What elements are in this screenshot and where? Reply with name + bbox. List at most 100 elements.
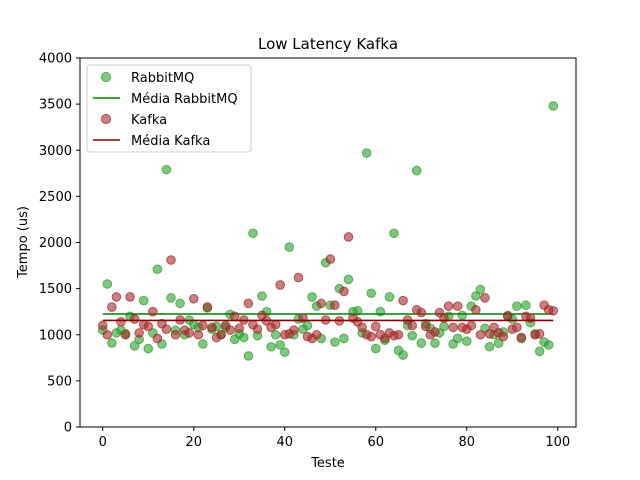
data-point — [430, 338, 440, 348]
data-point — [393, 329, 404, 340]
data-point — [284, 242, 295, 252]
data-point — [307, 292, 317, 302]
legend-entry-2: Kafka — [100, 113, 167, 128]
data-point — [407, 320, 417, 331]
data-point — [521, 300, 531, 311]
data-point — [534, 329, 545, 339]
data-point — [152, 333, 163, 344]
data-point — [166, 255, 176, 265]
data-point — [198, 320, 208, 331]
legend-marker — [100, 113, 112, 125]
data-point — [243, 298, 254, 309]
data-point — [257, 291, 267, 301]
data-point — [357, 322, 367, 333]
legend-label: RabbitMQ — [131, 71, 194, 86]
data-point — [339, 286, 349, 297]
data-point — [475, 284, 486, 295]
data-point — [148, 306, 158, 317]
axes-layer: 0 20 40 60 80 1000500100015002000250030003500… — [39, 52, 577, 450]
y-tick-label: 1500 — [39, 282, 72, 297]
data-point — [480, 293, 490, 303]
data-point — [330, 300, 340, 311]
data-point — [448, 322, 458, 333]
data-point — [411, 165, 422, 176]
y-tick-label: 3500 — [39, 98, 72, 113]
data-point — [234, 323, 245, 334]
data-point — [452, 333, 463, 344]
data-point — [316, 298, 326, 309]
data-point — [266, 341, 276, 352]
data-point — [416, 307, 427, 318]
data-point — [389, 228, 399, 239]
data-point — [493, 338, 504, 348]
legend-entry-1: Média RabbitMQ — [93, 92, 238, 107]
legend-entry-0: RabbitMQ — [100, 71, 194, 86]
data-point — [152, 264, 163, 275]
data-point — [471, 305, 481, 315]
data-point — [471, 291, 481, 301]
legend-label: Kafka — [131, 113, 167, 128]
legend-label: Média RabbitMQ — [131, 92, 238, 107]
x-axis-title: Teste — [310, 456, 345, 471]
data-point — [207, 322, 217, 333]
x-tick-label: 80 — [459, 435, 476, 450]
data-point — [452, 301, 463, 311]
data-point — [270, 319, 281, 330]
data-point — [466, 320, 477, 331]
data-point — [366, 288, 377, 299]
data-point — [170, 329, 181, 340]
data-point — [279, 347, 290, 358]
data-point — [107, 338, 117, 348]
data-point — [184, 328, 195, 338]
data-point — [498, 331, 508, 342]
data-point — [330, 337, 340, 347]
data-point — [502, 311, 513, 322]
legend-box — [86, 64, 252, 153]
data-point — [129, 314, 140, 324]
data-point — [293, 272, 304, 283]
legend-label: Média Kafka — [131, 134, 210, 149]
legend-entry-3: Média Kafka — [93, 134, 210, 149]
x-tick-label: 0 — [99, 435, 107, 450]
x-tick-label: 100 — [545, 435, 570, 450]
data-point — [248, 228, 258, 239]
data-point — [138, 295, 149, 306]
data-point — [384, 292, 395, 302]
data-point — [439, 321, 449, 332]
data-point — [275, 280, 286, 290]
data-point — [229, 311, 240, 322]
data-point — [366, 331, 377, 342]
data-point — [534, 346, 545, 357]
x-tick-label: 20 — [185, 435, 202, 450]
data-point — [143, 343, 154, 354]
y-tick-label: 1000 — [39, 328, 72, 343]
data-point — [370, 321, 381, 332]
data-point — [225, 325, 235, 335]
data-point — [516, 332, 527, 343]
legend-marker — [100, 71, 112, 83]
data-point — [175, 298, 185, 309]
data-point — [134, 328, 144, 338]
data-point — [343, 274, 354, 285]
x-tick-label: 40 — [276, 435, 293, 450]
series-layer — [97, 101, 559, 361]
data-point — [421, 321, 431, 332]
data-point — [239, 332, 249, 343]
data-point — [370, 343, 381, 354]
data-point — [548, 305, 559, 316]
data-point — [198, 339, 208, 349]
data-point — [125, 292, 135, 302]
y-axis-title: Tempo (us) — [16, 206, 31, 279]
y-tick-label: 4000 — [39, 52, 72, 67]
data-point — [430, 327, 440, 337]
data-point — [252, 324, 263, 335]
data-point — [161, 324, 172, 335]
data-point — [325, 254, 336, 264]
data-point — [116, 317, 126, 327]
y-tick-label: 0 — [64, 421, 72, 436]
data-point — [484, 329, 495, 339]
data-point — [361, 148, 372, 158]
data-point — [407, 330, 417, 341]
y-tick-label: 2500 — [39, 190, 72, 205]
